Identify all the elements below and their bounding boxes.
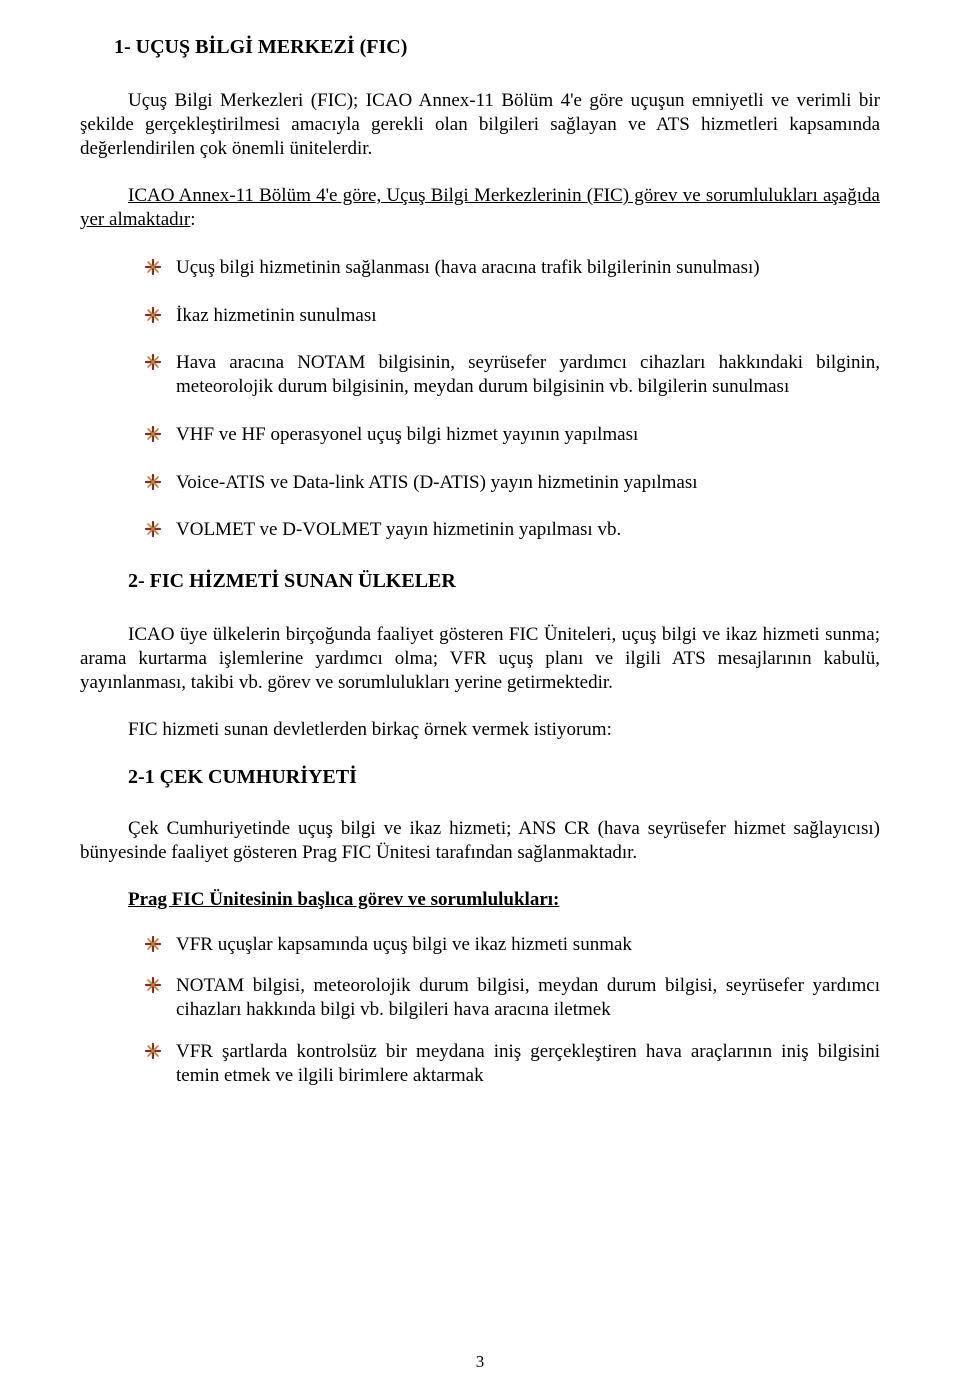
page: 1- UÇUŞ BİLGİ MERKEZİ (FIC) Uçuş Bilgi M… bbox=[0, 0, 960, 1388]
section-1-para-1: Uçuş Bilgi Merkezleri (FIC); ICAO Annex-… bbox=[80, 89, 880, 160]
bullet-icon bbox=[144, 473, 162, 491]
section-1-para-2-suffix: : bbox=[190, 209, 195, 230]
list-item-text: VOLMET ve D-VOLMET yayın hizmetinin yapı… bbox=[176, 519, 621, 540]
list-item: VFR uçuşlar kapsamında uçuş bilgi ve ika… bbox=[144, 933, 880, 957]
section-1-para-2: ICAO Annex-11 Bölüm 4'e göre, Uçuş Bilgi… bbox=[80, 184, 880, 232]
list-item-text: İkaz hizmetinin sunulması bbox=[176, 305, 377, 326]
section-1-bullet-list: Uçuş bilgi hizmetinin sağlanması (hava a… bbox=[80, 256, 880, 542]
bullet-icon bbox=[144, 306, 162, 324]
list-item-text: Voice-ATIS ve Data-link ATIS (D-ATIS) ya… bbox=[176, 472, 698, 493]
list-item: İkaz hizmetinin sunulması bbox=[144, 304, 880, 328]
list-item-text: VFR şartlarda kontrolsüz bir meydana ini… bbox=[176, 1041, 880, 1086]
section-2-para-1: ICAO üye ülkelerin birçoğunda faaliyet g… bbox=[80, 623, 880, 694]
bullet-icon bbox=[144, 976, 162, 994]
list-item-text: Hava aracına NOTAM bilgisinin, seyrüsefe… bbox=[176, 352, 880, 397]
list-item: VFR şartlarda kontrolsüz bir meydana ini… bbox=[144, 1040, 880, 1088]
section-2-heading: 2- FIC HİZMETİ SUNAN ÜLKELER bbox=[80, 570, 880, 593]
section-1-heading: 1- UÇUŞ BİLGİ MERKEZİ (FIC) bbox=[80, 36, 880, 59]
list-item: Voice-ATIS ve Data-link ATIS (D-ATIS) ya… bbox=[144, 471, 880, 495]
bullet-icon bbox=[144, 520, 162, 538]
list-item-text: NOTAM bilgisi, meteorolojik durum bilgis… bbox=[176, 975, 880, 1020]
list-item-text: VHF ve HF operasyonel uçuş bilgi hizmet … bbox=[176, 424, 638, 445]
list-item-text: VFR uçuşlar kapsamında uçuş bilgi ve ika… bbox=[176, 934, 632, 955]
list-item: VOLMET ve D-VOLMET yayın hizmetinin yapı… bbox=[144, 518, 880, 542]
list-item: Uçuş bilgi hizmetinin sağlanması (hava a… bbox=[144, 256, 880, 280]
section-2-1-heading: 2-1 ÇEK CUMHURİYETİ bbox=[80, 766, 880, 789]
bullet-icon bbox=[144, 935, 162, 953]
bullet-icon bbox=[144, 353, 162, 371]
page-number: 3 bbox=[0, 1352, 960, 1372]
list-item: NOTAM bilgisi, meteorolojik durum bilgis… bbox=[144, 974, 880, 1022]
list-item: Hava aracına NOTAM bilgisinin, seyrüsefe… bbox=[144, 351, 880, 399]
bullet-icon bbox=[144, 1042, 162, 1060]
section-2-1-para-1: Çek Cumhuriyetinde uçuş bilgi ve ikaz hi… bbox=[80, 817, 880, 865]
section-2-para-2: FIC hizmeti sunan devletlerden birkaç ör… bbox=[80, 718, 880, 742]
section-2-1-subhead: Prag FIC Ünitesinin başlıca görev ve sor… bbox=[80, 889, 880, 911]
bullet-icon bbox=[144, 425, 162, 443]
section-2-1-bullet-list: VFR uçuşlar kapsamında uçuş bilgi ve ika… bbox=[80, 933, 880, 1088]
section-1-para-2-lead: ICAO Annex-11 Bölüm 4'e göre, Uçuş Bilgi… bbox=[80, 185, 880, 230]
list-item: VHF ve HF operasyonel uçuş bilgi hizmet … bbox=[144, 423, 880, 447]
list-item-text: Uçuş bilgi hizmetinin sağlanması (hava a… bbox=[176, 257, 760, 278]
bullet-icon bbox=[144, 258, 162, 276]
